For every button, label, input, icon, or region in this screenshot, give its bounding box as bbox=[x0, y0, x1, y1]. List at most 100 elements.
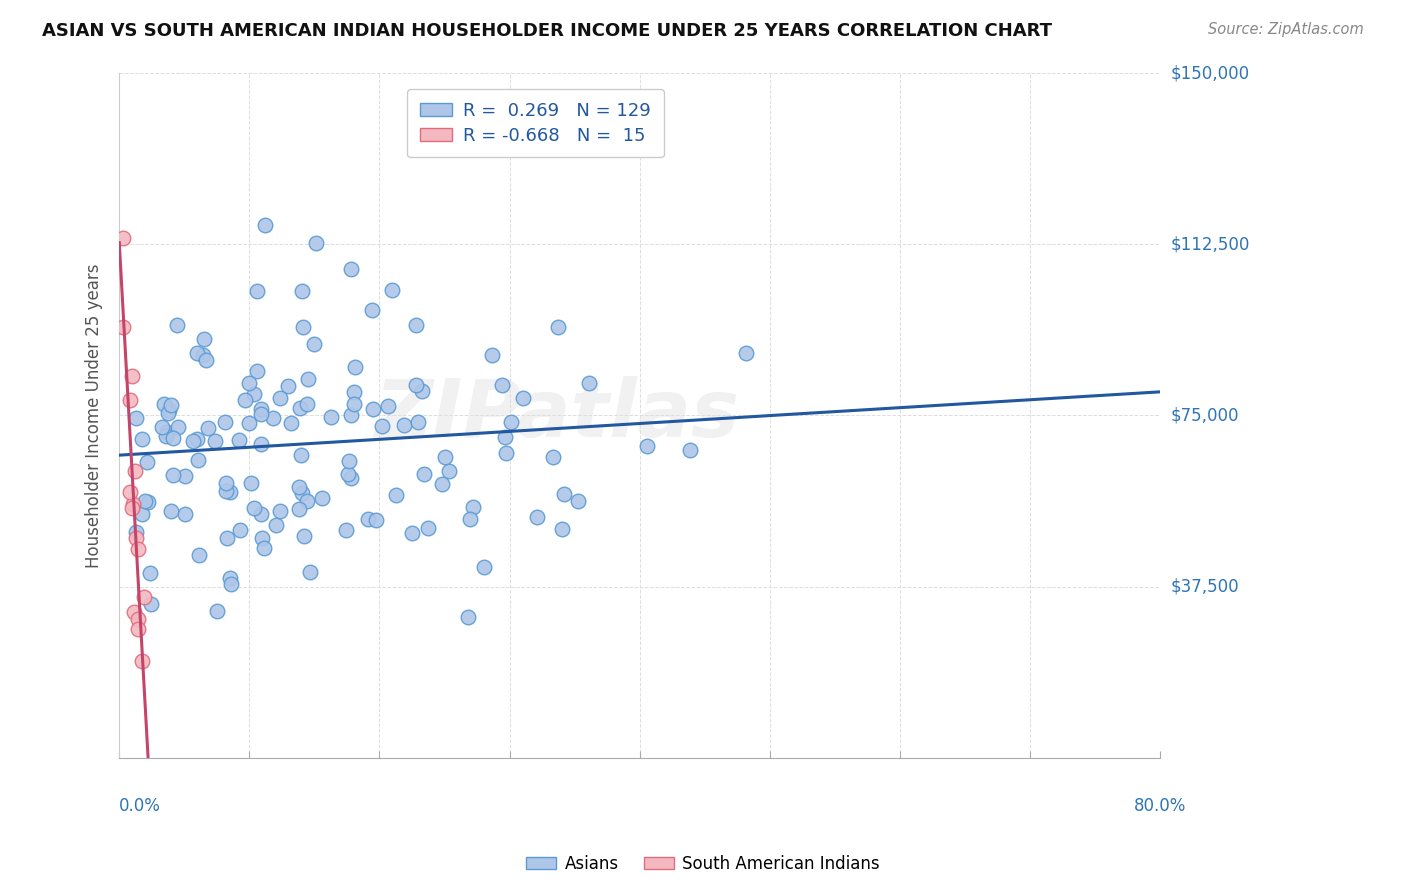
Point bbox=[401, 525, 423, 540]
Point bbox=[125, 525, 148, 540]
Point bbox=[290, 448, 312, 462]
Point bbox=[269, 391, 291, 405]
Point bbox=[122, 605, 145, 619]
Point bbox=[501, 415, 523, 429]
Point bbox=[526, 510, 548, 524]
Legend: R =  0.269   N = 129, R = -0.668   N =  15: R = 0.269 N = 129, R = -0.668 N = 15 bbox=[408, 89, 664, 157]
Point bbox=[343, 397, 366, 411]
Point bbox=[150, 420, 173, 434]
Point bbox=[160, 503, 183, 517]
Point bbox=[186, 345, 208, 359]
Point bbox=[162, 467, 184, 482]
Point bbox=[195, 352, 218, 367]
Point bbox=[472, 560, 495, 574]
Point bbox=[243, 500, 266, 515]
Point bbox=[413, 467, 436, 481]
Point bbox=[290, 485, 312, 500]
Point bbox=[238, 416, 260, 430]
Point bbox=[124, 411, 146, 425]
Point bbox=[340, 408, 363, 422]
Point bbox=[450, 140, 472, 154]
Point bbox=[343, 359, 366, 374]
Point bbox=[305, 235, 328, 250]
Point bbox=[494, 430, 516, 444]
Point bbox=[191, 348, 214, 362]
Point bbox=[214, 415, 236, 429]
Point bbox=[418, 521, 440, 535]
Point bbox=[292, 528, 315, 542]
Point bbox=[160, 398, 183, 412]
Point bbox=[288, 502, 311, 516]
Point bbox=[361, 303, 384, 318]
Point bbox=[381, 283, 404, 297]
Point bbox=[228, 523, 250, 537]
Point bbox=[122, 497, 145, 511]
Point bbox=[340, 261, 363, 276]
Text: $37,500: $37,500 bbox=[1171, 577, 1240, 596]
Point bbox=[288, 401, 311, 415]
Point bbox=[127, 622, 149, 636]
Point bbox=[252, 531, 274, 545]
Point bbox=[262, 411, 284, 425]
Point bbox=[135, 455, 157, 469]
Point bbox=[405, 378, 427, 392]
Point bbox=[370, 418, 392, 433]
Point bbox=[547, 320, 569, 334]
Point bbox=[156, 425, 179, 440]
Point bbox=[121, 501, 143, 516]
Point bbox=[319, 409, 342, 424]
Point bbox=[357, 511, 380, 525]
Text: 80.0%: 80.0% bbox=[1133, 797, 1187, 814]
Point bbox=[385, 488, 408, 502]
Text: Source: ZipAtlas.com: Source: ZipAtlas.com bbox=[1208, 22, 1364, 37]
Point bbox=[121, 369, 143, 384]
Point bbox=[193, 332, 215, 346]
Point bbox=[250, 507, 273, 521]
Point bbox=[228, 433, 250, 447]
Point bbox=[124, 531, 146, 545]
Point bbox=[246, 285, 269, 299]
Point bbox=[204, 434, 226, 449]
Point bbox=[131, 654, 153, 668]
Point bbox=[481, 349, 503, 363]
Point bbox=[491, 378, 513, 392]
Point bbox=[162, 431, 184, 445]
Point bbox=[219, 576, 242, 591]
Point bbox=[120, 392, 142, 407]
Text: $112,500: $112,500 bbox=[1171, 235, 1250, 253]
Point bbox=[377, 400, 399, 414]
Point bbox=[335, 523, 357, 537]
Point bbox=[131, 508, 153, 522]
Point bbox=[136, 495, 159, 509]
Point bbox=[458, 512, 481, 526]
Point bbox=[636, 439, 658, 453]
Point bbox=[246, 364, 269, 378]
Point bbox=[280, 416, 302, 430]
Point bbox=[124, 464, 146, 478]
Point bbox=[197, 420, 219, 434]
Point bbox=[297, 372, 319, 386]
Point bbox=[139, 597, 162, 611]
Legend: Asians, South American Indians: Asians, South American Indians bbox=[520, 848, 886, 880]
Point bbox=[238, 376, 260, 391]
Point bbox=[166, 420, 188, 434]
Point bbox=[457, 609, 479, 624]
Point bbox=[578, 376, 600, 390]
Point bbox=[541, 450, 564, 464]
Point bbox=[155, 429, 177, 443]
Point bbox=[217, 531, 239, 545]
Point bbox=[233, 393, 256, 408]
Text: 0.0%: 0.0% bbox=[120, 797, 162, 814]
Point bbox=[249, 437, 271, 451]
Text: ZIPatlas: ZIPatlas bbox=[374, 376, 738, 454]
Point bbox=[679, 443, 702, 458]
Point bbox=[214, 483, 236, 498]
Point bbox=[174, 508, 197, 522]
Point bbox=[337, 467, 360, 482]
Point bbox=[134, 494, 156, 508]
Point bbox=[111, 320, 134, 334]
Point bbox=[277, 379, 299, 393]
Point bbox=[291, 284, 314, 298]
Point bbox=[157, 406, 180, 420]
Point bbox=[364, 513, 387, 527]
